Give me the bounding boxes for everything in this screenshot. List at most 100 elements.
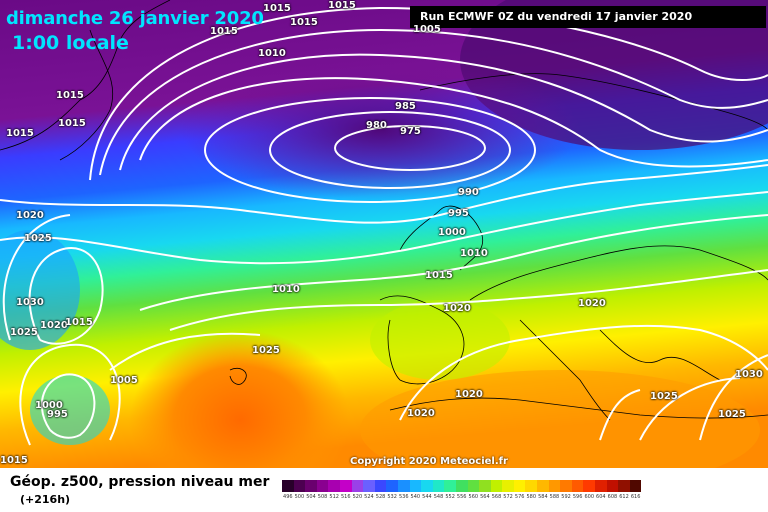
scale-label: 560 <box>468 494 479 500</box>
isobar-label: 1030 <box>735 369 763 380</box>
scale-label: 552 <box>445 494 455 500</box>
scale-swatch <box>282 480 294 492</box>
scale-swatch <box>479 480 491 492</box>
scale-step: 528 <box>374 480 387 500</box>
scale-swatch <box>305 480 317 492</box>
scale-label: 600 <box>584 494 594 500</box>
scale-label: 580 <box>526 494 537 500</box>
scale-step: 576 <box>513 480 526 500</box>
isobar-label: 1015 <box>58 118 86 129</box>
scale-step: 616 <box>629 480 642 500</box>
scale-swatch <box>595 480 607 492</box>
scale-swatch <box>606 480 619 492</box>
legend-footer: Géop. z500, pression niveau mer (+216h) … <box>0 468 768 512</box>
weather-map: dimanche 26 janvier 2020 1:00 locale Run… <box>0 0 768 468</box>
scale-label: 604 <box>596 494 606 500</box>
scale-label: 608 <box>607 494 618 500</box>
scale-swatch <box>409 480 422 492</box>
scale-step: 560 <box>467 480 480 500</box>
scale-step: 536 <box>397 480 410 500</box>
scale-label: 540 <box>410 494 421 500</box>
isobar-label: 975 <box>400 126 421 137</box>
isobar-label: 1015 <box>0 455 28 466</box>
copyright: Copyright 2020 Meteociel.fr <box>350 456 508 467</box>
scale-step: 600 <box>583 480 596 500</box>
scale-step: 592 <box>560 480 572 500</box>
scale-label: 500 <box>294 494 305 500</box>
variable-label: Géop. z500, pression niveau mer <box>10 474 270 490</box>
isobar-label: 1025 <box>718 409 746 420</box>
scale-label: 520 <box>352 494 363 500</box>
scale-swatch <box>351 480 364 492</box>
isobar-label: 1010 <box>272 284 300 295</box>
isobar-label: 1015 <box>210 26 238 37</box>
scale-step: 552 <box>444 480 456 500</box>
scale-step: 608 <box>606 480 619 500</box>
isobar-label: 1020 <box>407 408 435 419</box>
scale-step: 556 <box>455 480 468 500</box>
scale-label: 496 <box>283 494 293 500</box>
forecast-date: dimanche 26 janvier 2020 <box>6 8 264 29</box>
isobar-label: 1020 <box>443 303 471 314</box>
scale-step: 504 <box>305 480 317 500</box>
scale-swatch <box>455 480 468 492</box>
isobar-label: 1020 <box>40 320 68 331</box>
scale-swatch <box>537 480 549 492</box>
scale-step: 548 <box>432 480 445 500</box>
scale-label: 596 <box>572 494 583 500</box>
isobar-label: 980 <box>366 120 387 131</box>
scale-label: 612 <box>619 494 629 500</box>
isobar-label: 1025 <box>650 391 678 402</box>
scale-label: 556 <box>456 494 467 500</box>
scale-swatch <box>374 480 387 492</box>
isobar-label: 985 <box>395 101 416 112</box>
scale-label: 512 <box>329 494 339 500</box>
scale-swatch <box>525 480 538 492</box>
scale-label: 616 <box>630 494 641 500</box>
scale-label: 584 <box>538 494 548 500</box>
scale-step: 564 <box>479 480 491 500</box>
geopotential-field <box>0 0 768 468</box>
scale-step: 572 <box>502 480 514 500</box>
scale-step: 588 <box>548 480 561 500</box>
scale-label: 576 <box>514 494 525 500</box>
isobar-label: 995 <box>448 208 469 219</box>
scale-label: 528 <box>375 494 386 500</box>
scale-swatch <box>513 480 526 492</box>
scale-label: 568 <box>491 494 502 500</box>
isobar-label: 1020 <box>16 210 44 221</box>
isobar-label: 1025 <box>10 327 38 338</box>
forecast-time: 1:00 locale <box>12 32 129 54</box>
scale-swatch <box>571 480 584 492</box>
isobar-label: 1010 <box>460 248 488 259</box>
scale-step: 580 <box>525 480 538 500</box>
scale-label: 548 <box>433 494 444 500</box>
scale-swatch <box>293 480 306 492</box>
scale-swatch <box>502 480 514 492</box>
isobar-label: 1015 <box>263 3 291 14</box>
scale-step: 512 <box>328 480 340 500</box>
lead-time-label: (+216h) <box>20 493 71 506</box>
scale-label: 516 <box>340 494 351 500</box>
isobar-label: 1020 <box>455 389 483 400</box>
isobar-label: 990 <box>458 187 479 198</box>
scale-label: 592 <box>561 494 571 500</box>
scale-step: 584 <box>537 480 549 500</box>
scale-step: 532 <box>386 480 398 500</box>
scale-step: 568 <box>490 480 503 500</box>
scale-label: 544 <box>422 494 432 500</box>
isobar-label: 1025 <box>252 345 280 356</box>
isobar-label: 1030 <box>16 297 44 308</box>
scale-swatch <box>397 480 410 492</box>
scale-swatch <box>467 480 480 492</box>
scale-step: 612 <box>618 480 630 500</box>
scale-swatch <box>444 480 456 492</box>
scale-swatch <box>560 480 572 492</box>
scale-step: 604 <box>595 480 607 500</box>
scale-label: 536 <box>398 494 409 500</box>
scale-label: 588 <box>549 494 560 500</box>
scale-swatch <box>432 480 445 492</box>
scale-step: 596 <box>571 480 584 500</box>
scale-swatch <box>386 480 398 492</box>
isobar-label: 1015 <box>6 128 34 139</box>
